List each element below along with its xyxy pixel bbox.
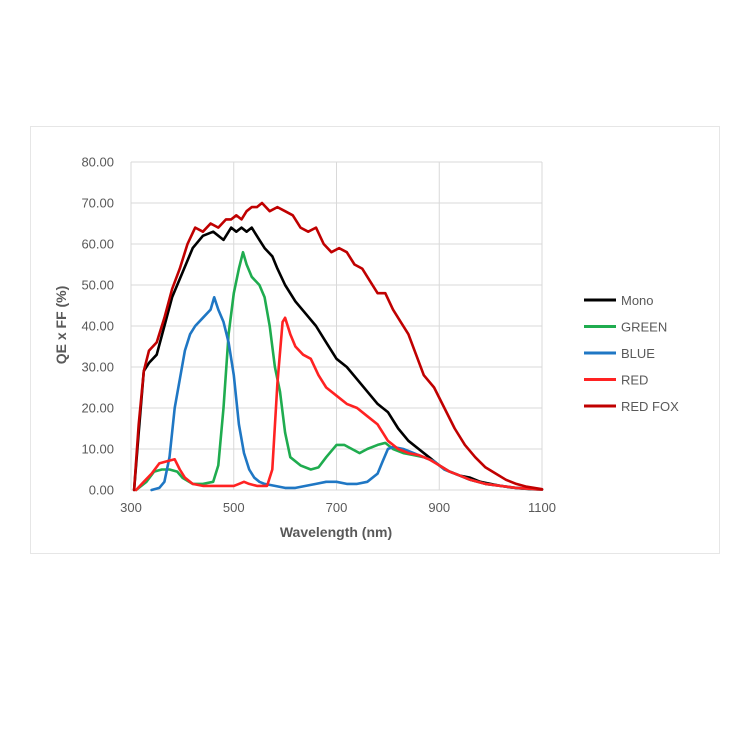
legend-label: GREEN [621,320,667,335]
series-line-mono [132,226,544,492]
x-tick-label: 1100 [528,500,556,515]
y-axis-title: QE x FF (%) [53,286,69,365]
legend: Mono GREEN BLUE RED RED FOX [584,293,679,414]
legend-label: Mono [621,293,654,308]
series-line-green [134,250,544,492]
y-tick-label: 70.00 [81,196,114,211]
series-line-red-fox [132,201,544,492]
y-tick-label: 60.00 [81,237,114,252]
y-tick-label: 20.00 [81,401,114,416]
legend-label: BLUE [621,346,655,361]
y-tick-label: 50.00 [81,278,114,293]
y-tick-label: 30.00 [81,360,114,375]
x-tick-labels: 300 500 700 900 1100 [120,500,556,515]
y-tick-label: 10.00 [81,442,114,457]
y-tick-labels: 0.00 10.00 20.00 30.00 40.00 50.00 60.00 70.00 8… [81,155,114,498]
series-lines [132,201,544,492]
series-line-red [134,316,544,492]
x-axis-title: Wavelength (nm) [280,524,392,540]
y-tick-label: 0.00 [89,483,114,498]
legend-label: RED [621,373,648,388]
y-tick-label: 80.00 [81,155,114,170]
x-tick-label: 300 [120,500,142,515]
grid-lines [130,161,543,491]
x-tick-label: 500 [223,500,245,515]
x-tick-label: 700 [326,500,348,515]
x-tick-label: 900 [428,500,450,515]
y-tick-label: 40.00 [81,319,114,334]
legend-label: RED FOX [621,399,679,414]
